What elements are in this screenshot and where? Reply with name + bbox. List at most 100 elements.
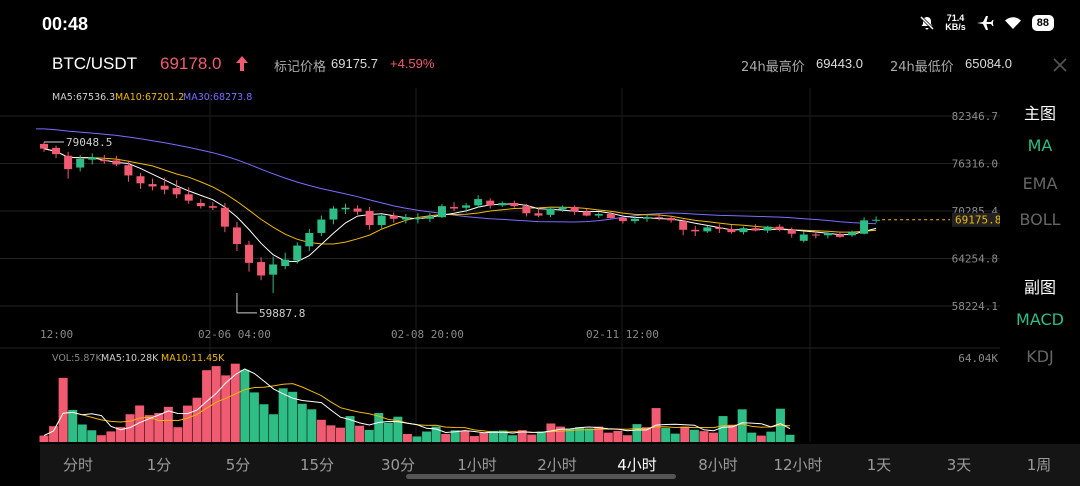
- indicator-kdj[interactable]: KDJ: [1026, 347, 1054, 366]
- volume-bar: [450, 430, 460, 442]
- timeframe-4[interactable]: 30分: [380, 456, 416, 474]
- volume-bar: [536, 431, 546, 442]
- timeframe-12[interactable]: 1周: [1026, 456, 1052, 474]
- candle-body: [594, 214, 603, 216]
- airplane-icon: [976, 15, 994, 31]
- volume-bar: [221, 375, 231, 442]
- volume-max-label: 64.04K: [958, 352, 998, 365]
- volume-bar: [335, 427, 345, 442]
- kline-chart[interactable]: 82346.776316.070285.464254.858224.112:00…: [0, 80, 1000, 444]
- candle-body: [64, 155, 73, 170]
- volume-bar: [756, 435, 766, 442]
- timeframe-10[interactable]: 1天: [866, 456, 892, 474]
- chart-grid: [0, 88, 1000, 442]
- candle-body: [196, 203, 205, 207]
- candle-body: [835, 234, 844, 237]
- y-tick-label: 64254.8: [952, 252, 998, 265]
- volume-bars: [39, 363, 795, 442]
- ma-legend-2: MA30:68273.8: [183, 92, 252, 103]
- volume-bar: [192, 397, 202, 442]
- mute-icon: [919, 15, 935, 31]
- candle-body: [245, 244, 254, 263]
- timeframe-11[interactable]: 3天: [946, 456, 972, 474]
- volume-bar: [737, 409, 747, 442]
- timeframe-0[interactable]: 分时: [62, 456, 94, 474]
- timeframe-3[interactable]: 15分: [299, 456, 335, 474]
- indicator-boll[interactable]: BOLL: [1019, 210, 1061, 229]
- volume-bar: [670, 433, 680, 442]
- battery-icon: 88: [1031, 15, 1054, 31]
- indicator-ma[interactable]: MA: [1027, 136, 1053, 155]
- volume-bar: [144, 415, 154, 442]
- chart-labels: 82346.776316.070285.464254.858224.112:00…: [40, 92, 1000, 365]
- volume-bar: [39, 435, 49, 442]
- candle-body: [160, 185, 169, 190]
- volume-bar: [77, 424, 87, 442]
- volume-bar: [49, 426, 59, 442]
- timeframe-6[interactable]: 2小时: [537, 456, 577, 474]
- candle-body: [691, 229, 700, 232]
- volume-bar: [680, 426, 690, 442]
- x-tick-label: 02-08 20:00: [391, 328, 464, 341]
- volume-bar: [555, 426, 565, 442]
- candle-body: [184, 194, 193, 201]
- volume-bar: [125, 414, 135, 442]
- high-24h-label: 24h最高价: [741, 60, 805, 75]
- volume-bar: [489, 430, 499, 442]
- volume-bar: [431, 426, 441, 442]
- volume-bar: [182, 405, 192, 442]
- candle-body: [848, 232, 857, 236]
- candle-body: [52, 147, 61, 155]
- ma-lines: [36, 128, 877, 263]
- volume-bar: [326, 425, 336, 442]
- indicator-ema[interactable]: EMA: [1022, 174, 1058, 193]
- net-speed: 71.4 KB/s: [945, 14, 966, 32]
- volume-bar: [173, 427, 183, 442]
- current-price-tag: [952, 212, 1000, 227]
- y-tick-label: 76316.0: [952, 158, 998, 171]
- volume-bar: [565, 429, 575, 442]
- volume-bar: [479, 432, 489, 442]
- candle-body: [401, 217, 410, 220]
- candle-body: [643, 217, 651, 219]
- candle-body: [811, 234, 820, 236]
- ma-legend-0: MA5:67536.3: [52, 92, 115, 103]
- volume-bar: [498, 430, 508, 442]
- volume-legend-0: VOL:5.87K: [52, 353, 102, 364]
- candle-body: [40, 143, 48, 149]
- volume-legend-2: MA10:11.45K: [161, 353, 225, 364]
- volume-bar: [642, 427, 652, 442]
- candle-body: [76, 158, 85, 168]
- candle-body: [751, 228, 760, 231]
- volume-bar: [345, 416, 355, 442]
- candle-body: [558, 206, 567, 210]
- candle-body: [679, 221, 688, 230]
- trading-pair[interactable]: BTC/USDT: [52, 54, 137, 73]
- volume-bar: [154, 413, 164, 442]
- volume-bar: [613, 430, 623, 442]
- candle-body: [136, 176, 145, 184]
- close-icon[interactable]: [1050, 55, 1070, 75]
- candle-body: [667, 217, 676, 221]
- candle-body: [88, 157, 97, 160]
- volume-bar: [96, 435, 106, 442]
- indicator-macd[interactable]: MACD: [1016, 310, 1064, 329]
- timeframe-2[interactable]: 5分: [225, 456, 251, 474]
- timeframe-7[interactable]: 4小时: [617, 456, 657, 474]
- candle-body: [630, 218, 639, 222]
- candle-body: [618, 217, 627, 222]
- timeframe-5[interactable]: 1小时: [457, 456, 497, 474]
- volume-bar: [422, 431, 432, 442]
- net-speed-unit: KB/s: [945, 22, 966, 32]
- candle-body: [365, 210, 374, 226]
- volume-bar: [728, 424, 738, 442]
- timeframe-1[interactable]: 1分: [146, 456, 172, 474]
- candle-body: [208, 206, 217, 208]
- timeframe-8[interactable]: 8小时: [698, 456, 738, 474]
- x-tick-label: 02-06 04:00: [198, 328, 271, 341]
- home-indicator[interactable]: [406, 474, 676, 479]
- main-chart-title: 主图: [1023, 104, 1056, 123]
- timeframe-9[interactable]: 12小时: [773, 456, 823, 474]
- candle-body: [860, 220, 869, 234]
- status-icons: 71.4 KB/s 88: [919, 14, 1054, 32]
